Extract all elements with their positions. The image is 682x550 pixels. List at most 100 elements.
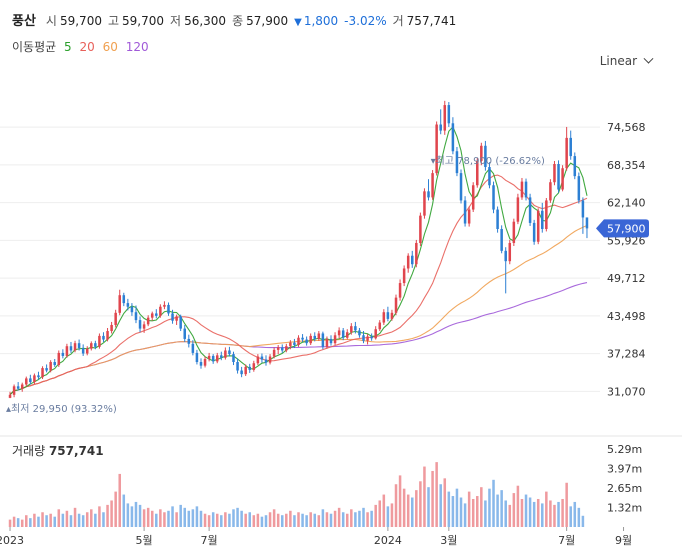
scale-dropdown[interactable]: Linear bbox=[600, 53, 654, 68]
candle-body bbox=[585, 217, 589, 229]
volume-bar bbox=[150, 510, 154, 527]
candle bbox=[167, 302, 170, 316]
volume-bar bbox=[94, 513, 97, 527]
volume-bar bbox=[358, 510, 361, 527]
candle-body bbox=[382, 312, 386, 323]
volume-bar bbox=[45, 515, 48, 527]
volume-tick-label: 2.65m bbox=[607, 482, 642, 495]
volume-bar bbox=[171, 506, 174, 527]
candle bbox=[577, 172, 581, 204]
candle bbox=[345, 329, 349, 340]
volume-bar bbox=[341, 512, 345, 527]
volume-bar bbox=[402, 488, 406, 527]
candle-body bbox=[248, 366, 252, 370]
open-value: 59,700 bbox=[59, 14, 102, 28]
candle-body bbox=[134, 312, 138, 321]
candle bbox=[203, 356, 207, 368]
quote-header: 풍산 시 59,700 고 59,700 저 56,300 종 57,900 ▼… bbox=[12, 10, 462, 30]
candle-body bbox=[73, 343, 77, 351]
candle-body bbox=[402, 268, 406, 284]
candle-body bbox=[545, 200, 548, 229]
volume-bar bbox=[378, 500, 382, 527]
candle-body bbox=[488, 167, 491, 186]
candle bbox=[341, 328, 345, 341]
volume-bar bbox=[138, 504, 142, 527]
volume-bar bbox=[354, 512, 357, 527]
candle bbox=[207, 352, 211, 362]
candle-body bbox=[211, 355, 215, 362]
candle-body bbox=[293, 342, 296, 346]
candle-body bbox=[557, 164, 560, 190]
volume-bar bbox=[12, 516, 16, 527]
volume-bar bbox=[516, 485, 520, 527]
candle-body bbox=[224, 350, 227, 358]
time-axis: 2023 5월 7월 2024 3월 7월 9월 bbox=[0, 527, 632, 547]
volume-bar bbox=[130, 506, 134, 527]
candle bbox=[524, 178, 528, 201]
candle-body bbox=[69, 346, 73, 351]
volume-bar bbox=[394, 484, 398, 527]
candle bbox=[411, 250, 414, 268]
candle-body bbox=[480, 145, 483, 161]
volume-bar bbox=[159, 509, 162, 527]
candle bbox=[374, 326, 377, 340]
candle-body bbox=[577, 176, 581, 201]
volume-bar bbox=[500, 490, 503, 527]
candle bbox=[33, 373, 36, 384]
candle bbox=[236, 358, 239, 374]
candle bbox=[45, 364, 48, 373]
candle bbox=[366, 334, 369, 345]
candle-body bbox=[175, 316, 178, 321]
volume-bar bbox=[569, 506, 572, 527]
candle-body bbox=[81, 348, 85, 354]
price-axis: 74,568 68,354 62,140 55,926 49,712 43,498 37,2… bbox=[607, 121, 646, 398]
volume-bar bbox=[85, 512, 89, 527]
candle-body bbox=[520, 181, 524, 198]
candle bbox=[98, 333, 101, 349]
volume-bar bbox=[297, 512, 300, 527]
volume-bar bbox=[415, 490, 418, 527]
candle bbox=[508, 239, 512, 265]
candle-body bbox=[553, 164, 556, 183]
change-value: 1,800 bbox=[303, 14, 339, 28]
candle bbox=[333, 332, 337, 346]
candle-body bbox=[260, 356, 264, 360]
volume-bar bbox=[199, 510, 203, 527]
volume-tick-label: 1.32m bbox=[607, 502, 642, 515]
volume-bar bbox=[285, 513, 288, 527]
candle bbox=[532, 219, 536, 245]
candle-body bbox=[549, 182, 552, 201]
volume-bar bbox=[224, 512, 227, 527]
candle-body bbox=[240, 370, 243, 375]
volume-bar bbox=[272, 509, 276, 527]
volume-bar bbox=[350, 509, 353, 527]
candle bbox=[272, 347, 276, 359]
candle-body bbox=[256, 356, 260, 364]
time-tick-label: 3월 bbox=[440, 534, 457, 547]
candle bbox=[504, 247, 507, 294]
candle-body bbox=[528, 197, 532, 223]
volume-tick-label: 5.29m bbox=[607, 443, 642, 456]
candle bbox=[81, 344, 85, 356]
ma-5-label: 5 bbox=[64, 40, 72, 54]
candle-body bbox=[276, 347, 280, 350]
candle bbox=[528, 193, 532, 226]
candle bbox=[455, 146, 459, 177]
volume-bar bbox=[98, 506, 101, 527]
candle bbox=[138, 316, 142, 333]
candle bbox=[146, 315, 150, 327]
price-tick-label: 49,712 bbox=[607, 272, 646, 285]
candle-body bbox=[309, 335, 312, 344]
price-tick-label: 43,498 bbox=[607, 310, 646, 323]
candle-body bbox=[122, 295, 126, 304]
candle-body bbox=[398, 283, 402, 298]
candle bbox=[317, 331, 321, 341]
candle bbox=[309, 333, 312, 346]
candle bbox=[8, 391, 12, 399]
volume-bar bbox=[195, 506, 199, 527]
volume-bar bbox=[431, 470, 434, 527]
volume-bar bbox=[20, 519, 24, 527]
candle-body bbox=[138, 320, 142, 329]
volume-bar bbox=[61, 513, 65, 527]
